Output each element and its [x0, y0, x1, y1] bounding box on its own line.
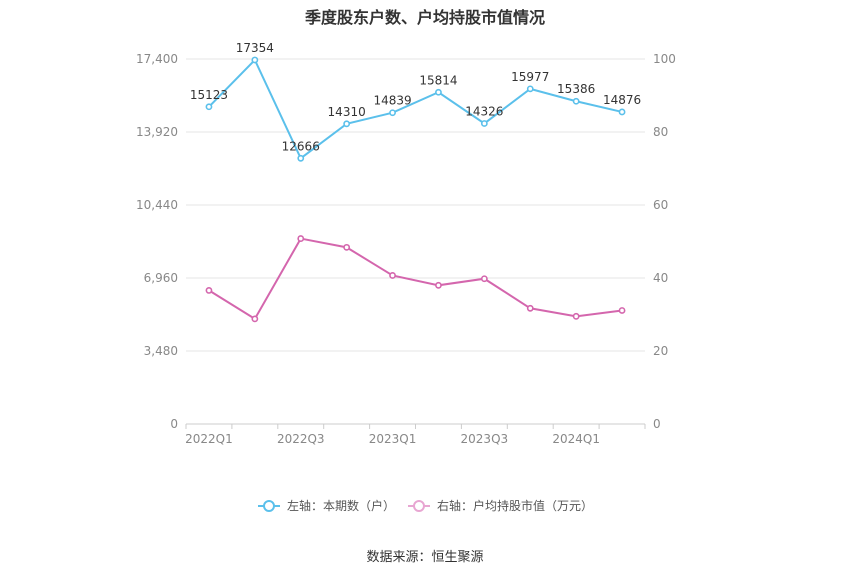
data-point	[297, 235, 305, 242]
left-tick-label: 3,480	[144, 344, 178, 358]
data-point	[572, 312, 580, 320]
data-labels: 15123 17354 12666 14310 14839 15814 14326 15977…	[190, 41, 641, 153]
data-point	[389, 109, 396, 117]
series-2	[205, 235, 626, 323]
left-tick-label: 10,440	[136, 198, 178, 212]
data-point	[526, 85, 534, 93]
legend-item-2: 右轴：户均持股市值（万元）	[408, 498, 593, 513]
data-point	[297, 154, 305, 162]
data-point	[618, 307, 626, 314]
legend-item-1: 左轴：本期数（户）	[258, 498, 395, 513]
right-tick-label: 20	[653, 344, 668, 358]
data-point	[343, 120, 351, 128]
data-point	[343, 243, 351, 251]
data-label: 15123	[190, 88, 228, 102]
grid-lines	[186, 58, 645, 425]
legend-label: 右轴：户均持股市值（万元）	[437, 498, 593, 513]
right-tick-label: 100	[653, 52, 676, 66]
data-label: 15814	[419, 73, 457, 87]
data-label: 15386	[557, 82, 595, 96]
data-point	[480, 275, 488, 283]
data-label: 15977	[511, 70, 549, 84]
data-point	[435, 281, 442, 289]
right-tick-label: 80	[653, 125, 668, 139]
data-point	[526, 304, 534, 312]
legend-marker	[413, 500, 425, 512]
data-point	[251, 56, 259, 64]
left-tick-label: 13,920	[136, 125, 178, 139]
legend-marker	[263, 500, 275, 512]
data-label: 17354	[236, 41, 274, 55]
data-point	[572, 97, 580, 105]
left-tick-label: 6,960	[144, 271, 178, 285]
series-line	[208, 237, 623, 321]
data-label: 12666	[282, 139, 320, 153]
x-axis: 2022Q1 2022Q3 2023Q1 2023Q3 2024Q1	[185, 424, 646, 446]
series-1	[205, 56, 626, 162]
right-axis: 0 20 40 60 80 100	[653, 52, 676, 431]
left-tick-label: 17,400	[136, 52, 178, 66]
x-tick-label: 2023Q3	[461, 432, 509, 446]
x-tick-label: 2022Q1	[185, 432, 233, 446]
right-tick-label: 40	[653, 271, 668, 285]
legend: 左轴：本期数（户） 右轴：户均持股市值（万元）	[258, 498, 593, 513]
data-source: 数据来源：恒生聚源	[366, 550, 484, 565]
left-tick-label: 0	[170, 417, 178, 431]
data-label: 14326	[465, 104, 503, 118]
data-label: 14876	[603, 93, 641, 107]
data-point	[618, 108, 626, 116]
data-point	[251, 315, 259, 323]
x-tick-label: 2024Q1	[552, 432, 600, 446]
series-line	[208, 58, 623, 160]
data-point	[389, 272, 396, 279]
data-point	[205, 103, 213, 111]
series-layer	[205, 56, 626, 323]
chart-title: 季度股东户数、户均持股市值情况	[304, 8, 545, 27]
data-point	[205, 287, 213, 294]
right-tick-label: 60	[653, 198, 668, 212]
data-point	[480, 120, 488, 127]
legend-label: 左轴：本期数（户）	[287, 498, 395, 513]
data-label: 14310	[328, 105, 366, 119]
x-tick-label: 2023Q1	[369, 432, 417, 446]
data-label: 14839	[373, 94, 411, 108]
left-axis: 0 3,480 6,960 10,440 13,920 17,400	[136, 52, 178, 431]
x-tick-label: 2022Q3	[277, 432, 325, 446]
right-tick-label: 0	[653, 417, 661, 431]
data-point	[435, 88, 442, 96]
